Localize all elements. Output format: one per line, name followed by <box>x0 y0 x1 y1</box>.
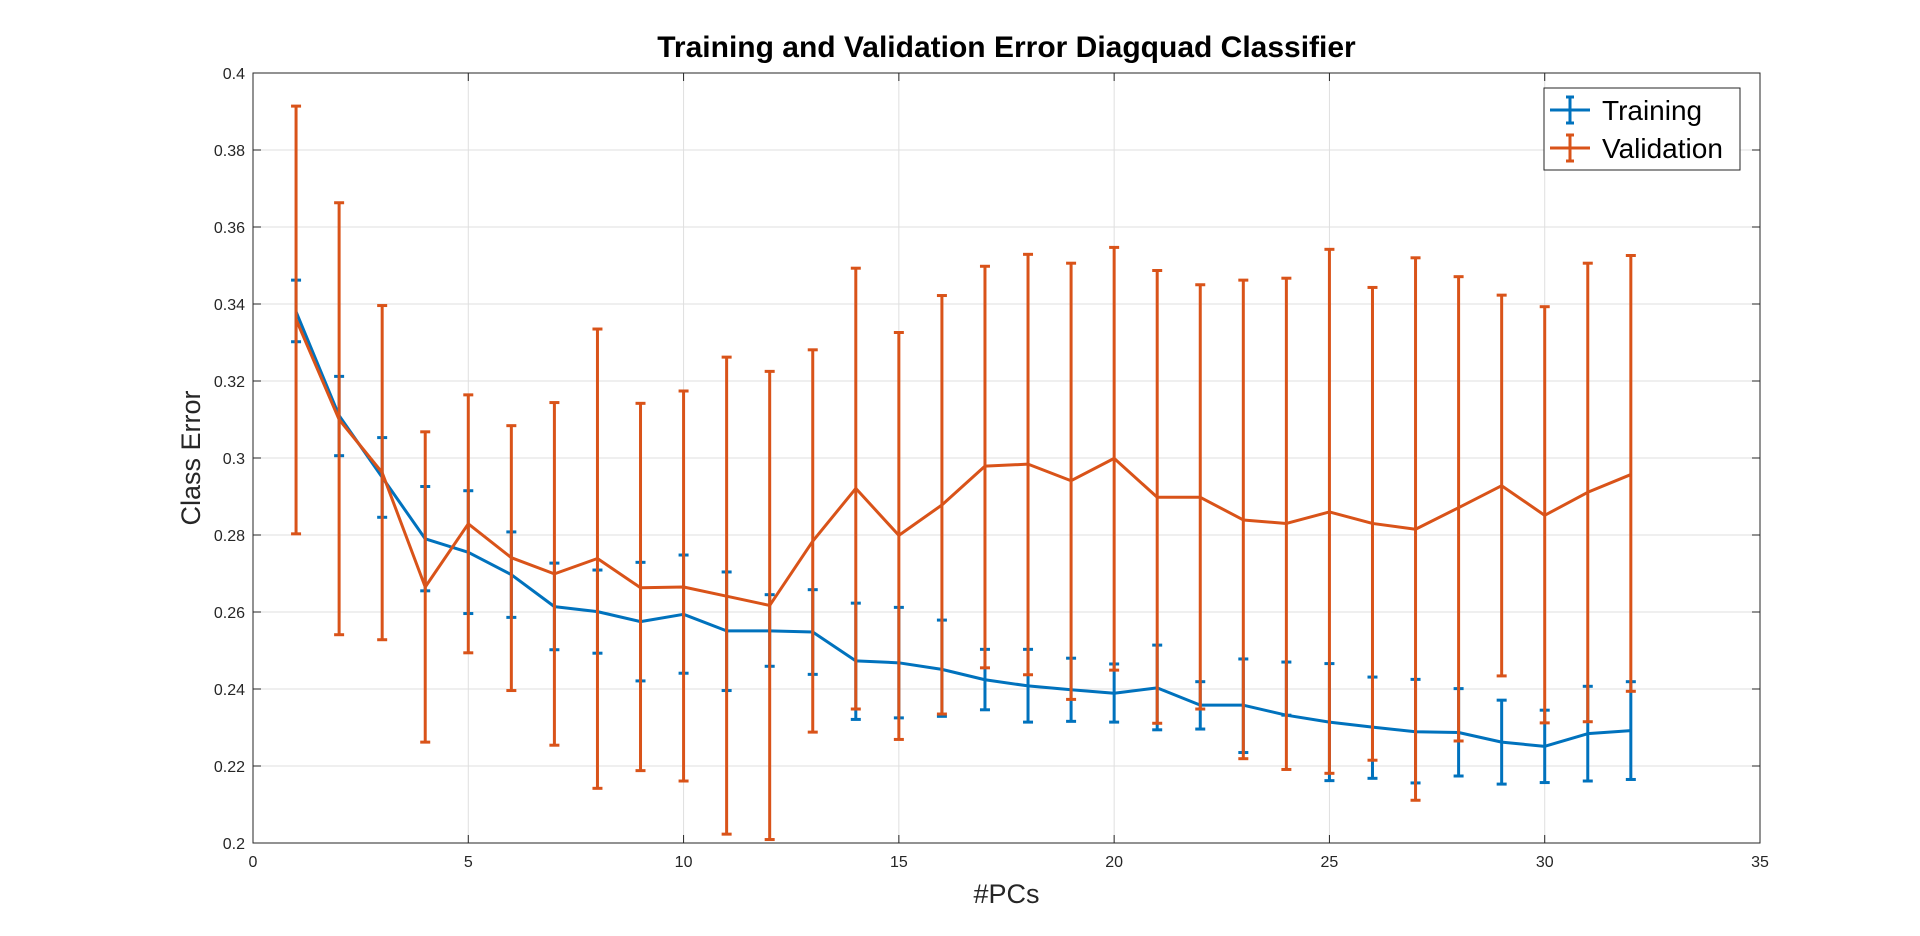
data-point <box>338 419 340 420</box>
y-tick-label: 0.38 <box>214 143 245 160</box>
data-point <box>984 465 986 467</box>
data-point <box>1070 480 1072 482</box>
data-point <box>1544 745 1546 747</box>
data-point <box>812 540 814 542</box>
data-point <box>1587 491 1589 493</box>
data-point <box>1242 519 1244 521</box>
data-point <box>1501 741 1503 743</box>
x-tick-label: 30 <box>1536 854 1554 871</box>
data-point <box>1371 522 1373 524</box>
data-point <box>683 586 685 588</box>
data-point <box>898 534 900 536</box>
data-point <box>553 573 555 575</box>
legend-box <box>1543 87 1741 171</box>
data-point <box>1544 514 1546 516</box>
legend: Training Validation <box>1543 87 1741 171</box>
data-point <box>1587 733 1589 735</box>
data-point <box>381 472 383 474</box>
legend-label: Training <box>1602 95 1702 126</box>
y-tick-label: 0.2 <box>223 836 245 853</box>
x-tick-label: 5 <box>464 854 473 871</box>
data-point <box>1501 485 1503 487</box>
y-tick-label: 0.32 <box>214 374 245 391</box>
data-point <box>424 586 426 588</box>
x-tick-label: 25 <box>1321 854 1339 871</box>
data-point <box>1328 511 1330 513</box>
y-tick-label: 0.28 <box>214 528 245 545</box>
x-tick-label: 35 <box>1751 854 1769 871</box>
data-point <box>1027 463 1029 465</box>
y-tick-label: 0.34 <box>214 297 245 314</box>
data-point <box>1027 685 1029 687</box>
y-axis-label: Class Error <box>176 390 206 525</box>
x-tick-label: 10 <box>675 854 693 871</box>
data-point <box>510 557 512 559</box>
data-point <box>855 487 857 489</box>
data-point <box>596 557 598 559</box>
legend-label: Validation <box>1602 133 1723 164</box>
legend-item-validation: Validation <box>1550 133 1723 164</box>
series-line <box>294 318 1632 607</box>
data-point <box>1285 522 1287 524</box>
chart-title: Training and Validation Error Diagquad C… <box>657 31 1356 64</box>
y-tick-label: 0.22 <box>214 759 245 776</box>
plot-area-frame <box>252 72 1761 844</box>
data-point <box>984 679 986 681</box>
data-point <box>941 504 943 506</box>
data-point <box>1199 496 1201 498</box>
data-point <box>1458 507 1460 509</box>
legend-item-training: Training <box>1550 95 1702 126</box>
x-tick-label: 15 <box>890 854 908 871</box>
data-point <box>295 318 297 320</box>
x-tick-label: 20 <box>1105 854 1123 871</box>
data-point <box>1630 730 1632 732</box>
data-point <box>1415 528 1417 530</box>
data-point <box>1156 496 1158 498</box>
y-tick-label: 0.24 <box>214 682 245 699</box>
y-tick-label: 0.4 <box>223 66 245 83</box>
data-point <box>1113 692 1115 694</box>
x-tick-label: 0 <box>249 854 258 871</box>
y-tick-label: 0.36 <box>214 220 245 237</box>
data-point <box>769 604 771 606</box>
data-point <box>640 587 642 589</box>
series-line <box>294 311 1631 748</box>
data-point <box>467 523 469 525</box>
data-point <box>726 595 728 597</box>
y-tick-label: 0.26 <box>214 605 245 622</box>
data-point <box>1113 457 1115 459</box>
x-axis-label: #PCs <box>973 879 1039 909</box>
series-layer <box>291 104 1636 842</box>
data-point <box>1630 474 1632 476</box>
y-tick-label: 0.3 <box>223 451 245 468</box>
series-validation <box>291 104 1636 842</box>
